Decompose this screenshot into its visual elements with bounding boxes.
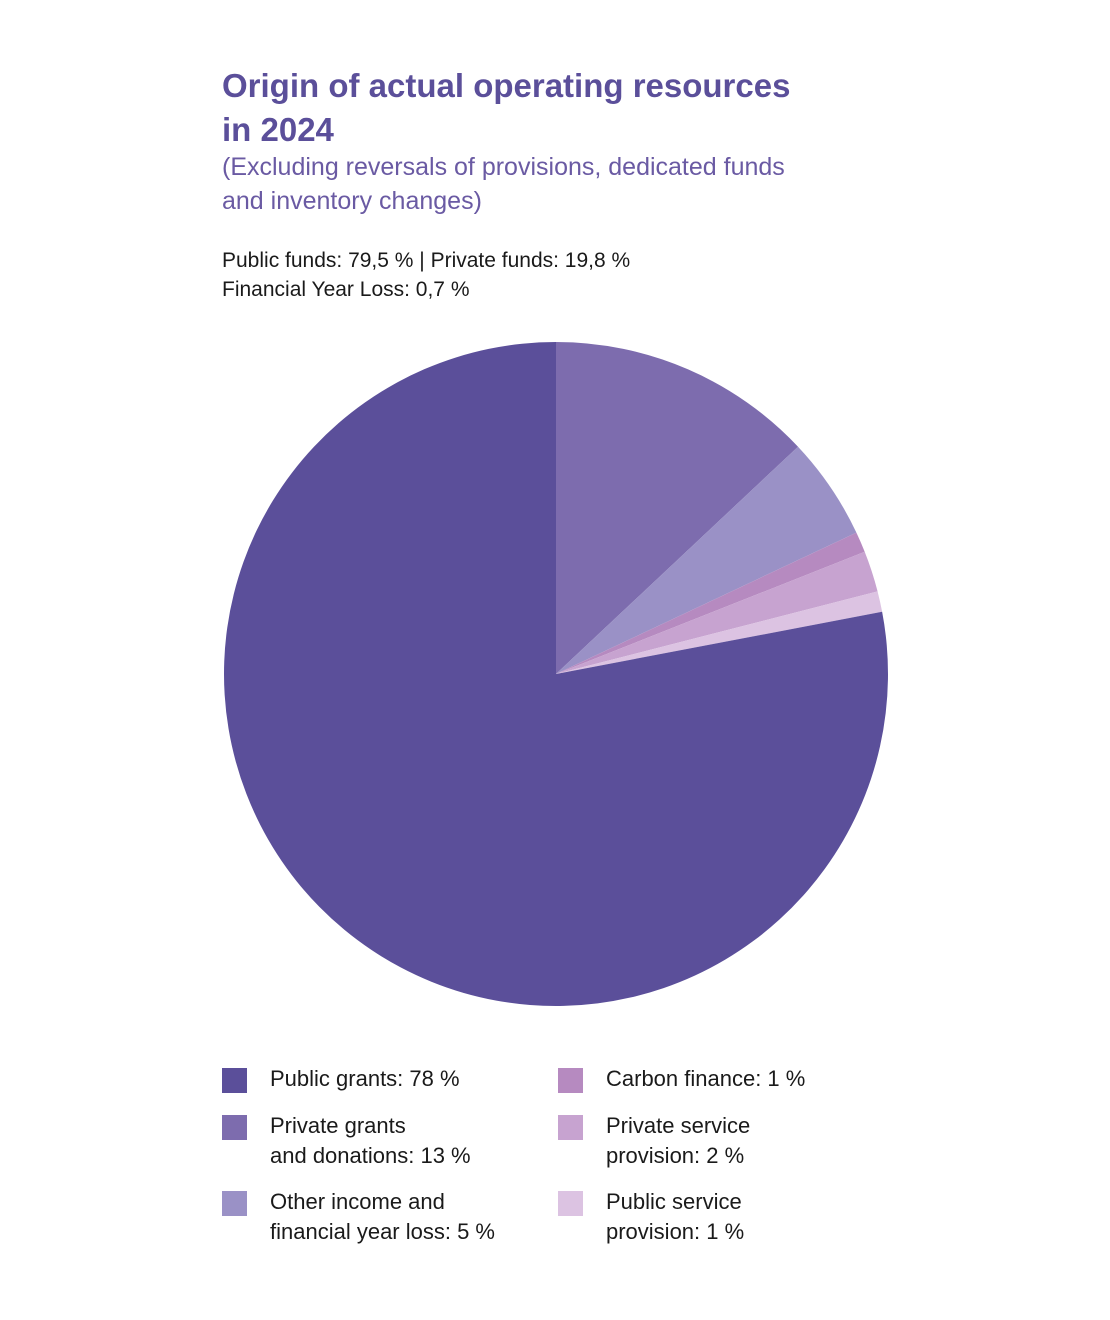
legend-label-line: Other income and [270,1189,445,1214]
legend-swatch [222,1191,247,1216]
pie-slice-public-service-provision [556,591,883,674]
chart-title-line-2: in 2024 [222,111,334,148]
legend-label-line: and donations: 13 % [270,1143,471,1168]
funds-summary-line-1: Public funds: 79,5 % | Private funds: 19… [222,249,631,272]
chart-subtitle-line-2: and inventory changes) [222,187,482,215]
legend-label: Private service provision: 2 % [606,1111,906,1171]
chart-subtitle: (Excluding reversals of provisions, dedi… [222,150,922,218]
funds-summary-line-2: Financial Year Loss: 0,7 % [222,278,470,301]
legend-label: Public service provision: 1 % [606,1187,906,1247]
legend-label-line: Private grants [270,1113,406,1138]
legend-label-line: provision: 2 % [606,1143,745,1168]
legend-swatch [558,1068,583,1093]
legend-label: Carbon finance: 1 % [606,1064,906,1094]
legend-swatch [558,1191,583,1216]
legend-label-line: Public service [606,1189,742,1214]
pie-slice-public-grants [224,342,889,1007]
legend-swatch [558,1115,583,1140]
legend-label: Public grants: 78 % [270,1064,570,1094]
legend-swatch [222,1115,247,1140]
pie-slice-private-grants-and-donations [556,342,799,674]
legend-label-line: financial year loss: 5 % [270,1219,495,1244]
legend-label: Private grants and donations: 13 % [270,1111,570,1171]
legend-label: Other income and financial year loss: 5 … [270,1187,570,1247]
funds-summary: Public funds: 79,5 % | Private funds: 19… [222,246,922,304]
pie-slice-private-service-provision [556,551,878,674]
pie-slice-other-income-and-financial-year-loss [556,446,857,674]
chart-subtitle-line-1: (Excluding reversals of provisions, dedi… [222,153,785,181]
chart-title-line-1: Origin of actual operating resources [222,67,791,104]
legend-swatch [222,1068,247,1093]
legend-label-line: Public grants: 78 % [270,1066,460,1091]
legend-label-line: provision: 1 % [606,1219,745,1244]
legend-label-line: Carbon finance: 1 % [606,1066,806,1091]
pie-slice-carbon-finance [556,532,865,674]
chart-legend: Public grants: 78 % Private grants and d… [222,1066,922,1266]
legend-label-line: Private service [606,1113,751,1138]
pie-chart [224,342,889,1007]
chart-title: Origin of actual operating resources in … [222,64,902,152]
